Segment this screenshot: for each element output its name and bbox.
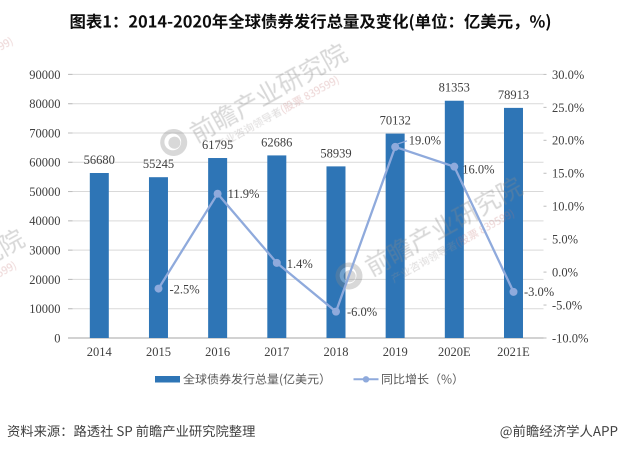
svg-text:2019: 2019 — [383, 345, 408, 359]
svg-text:2017: 2017 — [264, 345, 289, 359]
svg-text:81353: 81353 — [439, 81, 470, 95]
svg-text:-10.0%: -10.0% — [552, 331, 588, 345]
svg-text:10.0%: 10.0% — [552, 200, 584, 214]
svg-text:2015: 2015 — [146, 345, 171, 359]
svg-text:10000: 10000 — [29, 302, 60, 316]
svg-text:2020E: 2020E — [438, 345, 471, 359]
svg-text:61795: 61795 — [202, 138, 233, 152]
svg-text:30000: 30000 — [29, 244, 60, 258]
svg-text:40000: 40000 — [29, 214, 60, 228]
svg-text:20.0%: 20.0% — [552, 134, 584, 148]
svg-text:0: 0 — [54, 331, 60, 345]
svg-text:-5.0%: -5.0% — [552, 299, 582, 313]
svg-text:5.0%: 5.0% — [552, 233, 578, 247]
svg-text:60000: 60000 — [29, 156, 60, 170]
svg-text:16.0%: 16.0% — [462, 163, 494, 177]
svg-text:62686: 62686 — [261, 135, 292, 149]
svg-text:70000: 70000 — [29, 126, 60, 140]
svg-text:50000: 50000 — [29, 185, 60, 199]
svg-text:-3.0%: -3.0% — [524, 285, 554, 299]
svg-text:2018: 2018 — [324, 345, 349, 359]
svg-text:-6.0%: -6.0% — [347, 305, 377, 319]
svg-text:80000: 80000 — [29, 97, 60, 111]
svg-text:2021E: 2021E — [497, 345, 530, 359]
svg-text:55245: 55245 — [143, 157, 174, 171]
svg-text:70132: 70132 — [380, 114, 411, 128]
svg-text:1.4%: 1.4% — [287, 257, 313, 271]
svg-text:15.0%: 15.0% — [552, 167, 584, 181]
svg-text:90000: 90000 — [29, 68, 60, 82]
svg-text:58939: 58939 — [320, 146, 351, 160]
svg-text:2016: 2016 — [205, 345, 230, 359]
svg-text:30.0%: 30.0% — [552, 68, 584, 82]
svg-text:2014: 2014 — [87, 345, 113, 359]
svg-text:20000: 20000 — [29, 273, 60, 287]
svg-text:78913: 78913 — [498, 88, 529, 102]
svg-text:11.9%: 11.9% — [228, 187, 260, 201]
svg-text:19.0%: 19.0% — [409, 133, 441, 147]
svg-text:0.0%: 0.0% — [552, 266, 578, 280]
svg-text:56680: 56680 — [84, 153, 115, 167]
svg-text:25.0%: 25.0% — [552, 101, 584, 115]
svg-text:-2.5%: -2.5% — [170, 283, 200, 297]
